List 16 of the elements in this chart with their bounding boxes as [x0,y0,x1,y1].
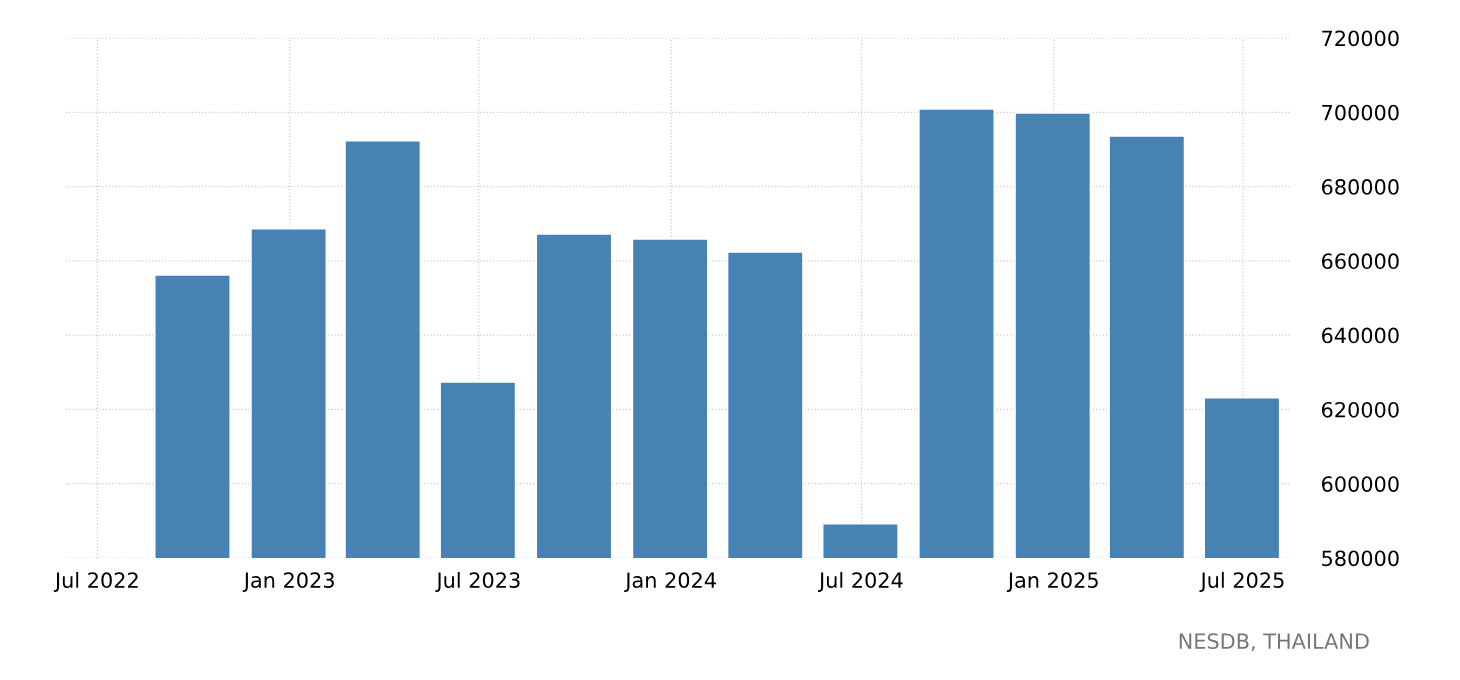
y-tick-label: 640000 [1322,327,1399,344]
x-tick-label: Jul 2023 [435,571,520,592]
x-tick-label: Jul 2024 [817,571,903,592]
x-tick-label: Jan 2024 [624,572,716,592]
x-tick-label: Jul 2022 [53,571,138,592]
y-tick-label: 720000 [1322,30,1399,47]
y-tick-label: 620000 [1322,401,1399,418]
y-tick-label: 600000 [1322,476,1399,492]
y-tick-label: 660000 [1322,253,1399,270]
x-tick-label: Jul 2025 [1199,571,1284,592]
x-tick-label: Jan 2023 [242,572,334,592]
text: NESDB, THAILAND [1179,633,1369,652]
x-tick-label: Jan 2025 [1006,572,1098,592]
y-tick-label: 580000 [1322,550,1399,567]
y-tick-label: 700000 [1322,104,1399,121]
y-tick-label: 680000 [1322,179,1399,195]
